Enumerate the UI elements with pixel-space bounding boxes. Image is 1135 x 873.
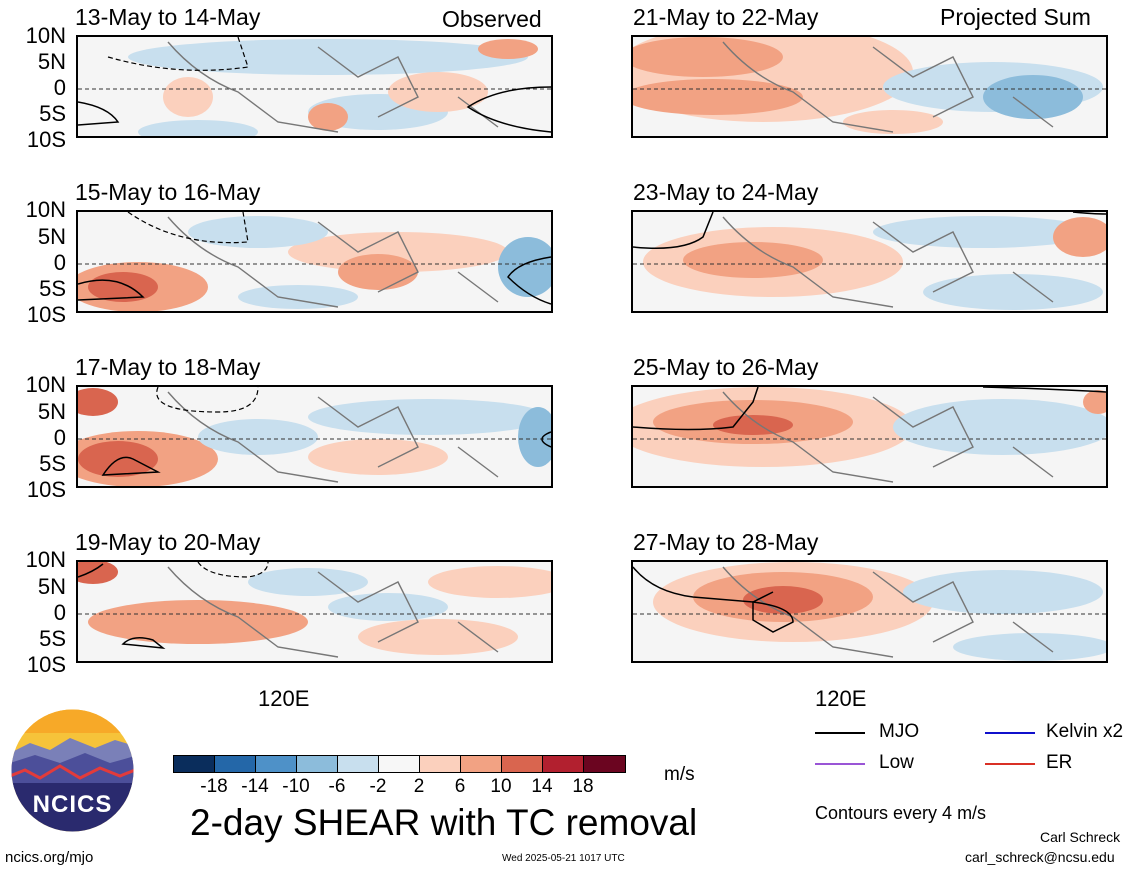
colorbar-label: 14 bbox=[531, 776, 553, 797]
projected-sum-label: Projected Sum bbox=[940, 4, 1091, 30]
colorbar-swatch bbox=[583, 755, 626, 773]
colorbar-swatch bbox=[255, 755, 298, 773]
colorbar-label: -2 bbox=[369, 776, 387, 797]
map-panel bbox=[631, 560, 1108, 663]
colorbar-swatch bbox=[419, 755, 462, 773]
colorbar-swatch bbox=[378, 755, 421, 773]
colorbar-label: -18 bbox=[200, 776, 228, 797]
contour-note: Contours every 4 m/s bbox=[815, 803, 987, 823]
lat-label-5n: 5N bbox=[37, 49, 66, 74]
panel-title: 19-May to 20-May bbox=[75, 529, 261, 555]
colorbar-swatch bbox=[214, 755, 257, 773]
panel-title: 23-May to 24-May bbox=[633, 179, 819, 205]
map-panel bbox=[631, 210, 1108, 313]
panel-title: 15-May to 16-May bbox=[75, 179, 261, 205]
lat-label-5n: 5N bbox=[37, 399, 66, 424]
logo-text: NCICS bbox=[32, 791, 113, 818]
panel-title: 13-May to 14-May bbox=[75, 4, 261, 30]
lat-label-10s: 10S bbox=[26, 477, 66, 502]
legend-mjo-line bbox=[815, 732, 865, 734]
colorbar-unit: m/s bbox=[664, 764, 695, 785]
colorbar-swatch bbox=[337, 755, 380, 773]
legend-mjo-label: MJO bbox=[879, 721, 920, 742]
lat-label-10n: 10N bbox=[25, 23, 66, 48]
colorbar-label: -14 bbox=[241, 776, 269, 797]
panel-title: 27-May to 28-May bbox=[633, 529, 819, 555]
lat-label-10n: 10N bbox=[25, 547, 66, 572]
panel-title: 21-May to 22-May bbox=[633, 4, 819, 30]
map-panel bbox=[76, 560, 553, 663]
lat-label-10s: 10S bbox=[26, 127, 66, 152]
legend-er-label: ER bbox=[1046, 752, 1073, 773]
legend-kelvin-label: Kelvin x2 bbox=[1046, 721, 1124, 742]
map-panel bbox=[76, 35, 553, 138]
footer-author: Carl Schreck bbox=[1040, 829, 1121, 845]
lat-label-5s: 5S bbox=[39, 101, 66, 126]
lat-label-10s: 10S bbox=[26, 302, 66, 327]
lon-label-120e: 120E bbox=[815, 686, 867, 711]
panel-title: 25-May to 26-May bbox=[633, 354, 819, 380]
lat-label-eq: 0 bbox=[53, 425, 66, 450]
observed-label: Observed bbox=[442, 6, 542, 32]
legend-kelvin-line bbox=[985, 732, 1035, 734]
footer-email[interactable]: carl_schreck@ncsu.edu bbox=[965, 849, 1115, 865]
figure-title: 2-day SHEAR with TC removal bbox=[190, 802, 698, 843]
colorbar-label: -10 bbox=[282, 776, 310, 797]
legend-low-label: Low bbox=[879, 752, 914, 773]
map-panel bbox=[631, 385, 1108, 488]
lat-label-10n: 10N bbox=[25, 197, 66, 222]
panel-title: 17-May to 18-May bbox=[75, 354, 261, 380]
lat-label-5n: 5N bbox=[37, 224, 66, 249]
lon-label-120e: 120E bbox=[258, 686, 310, 711]
footer-timestamp: Wed 2025-05-21 1017 UTC bbox=[502, 853, 625, 864]
colorbar-swatch bbox=[542, 755, 585, 773]
ncics-logo: NCICS bbox=[10, 708, 135, 833]
lat-label-5s: 5S bbox=[39, 626, 66, 651]
colorbar-label: 10 bbox=[490, 776, 512, 797]
colorbar-swatch bbox=[460, 755, 503, 773]
colorbar-swatch bbox=[173, 755, 216, 773]
colorbar-swatch bbox=[501, 755, 544, 773]
lat-label-10s: 10S bbox=[26, 652, 66, 677]
lat-label-10n: 10N bbox=[25, 372, 66, 397]
lat-label-5s: 5S bbox=[39, 451, 66, 476]
lat-label-eq: 0 bbox=[53, 600, 66, 625]
colorbar-label: -6 bbox=[328, 776, 346, 797]
lat-label-5n: 5N bbox=[37, 574, 66, 599]
lat-label-eq: 0 bbox=[53, 75, 66, 100]
map-panel bbox=[76, 385, 553, 488]
map-panel bbox=[631, 35, 1108, 138]
legend-low-line bbox=[815, 763, 865, 765]
lat-label-eq: 0 bbox=[53, 250, 66, 275]
footer-url[interactable]: ncics.org/mjo bbox=[5, 849, 94, 866]
colorbar-label: 2 bbox=[413, 776, 425, 797]
colorbar-label: 6 bbox=[454, 776, 466, 797]
map-panel bbox=[76, 210, 553, 313]
colorbar-swatch bbox=[296, 755, 339, 773]
lat-label-5s: 5S bbox=[39, 276, 66, 301]
colorbar-label: 18 bbox=[572, 776, 594, 797]
legend-er-line bbox=[985, 763, 1035, 765]
